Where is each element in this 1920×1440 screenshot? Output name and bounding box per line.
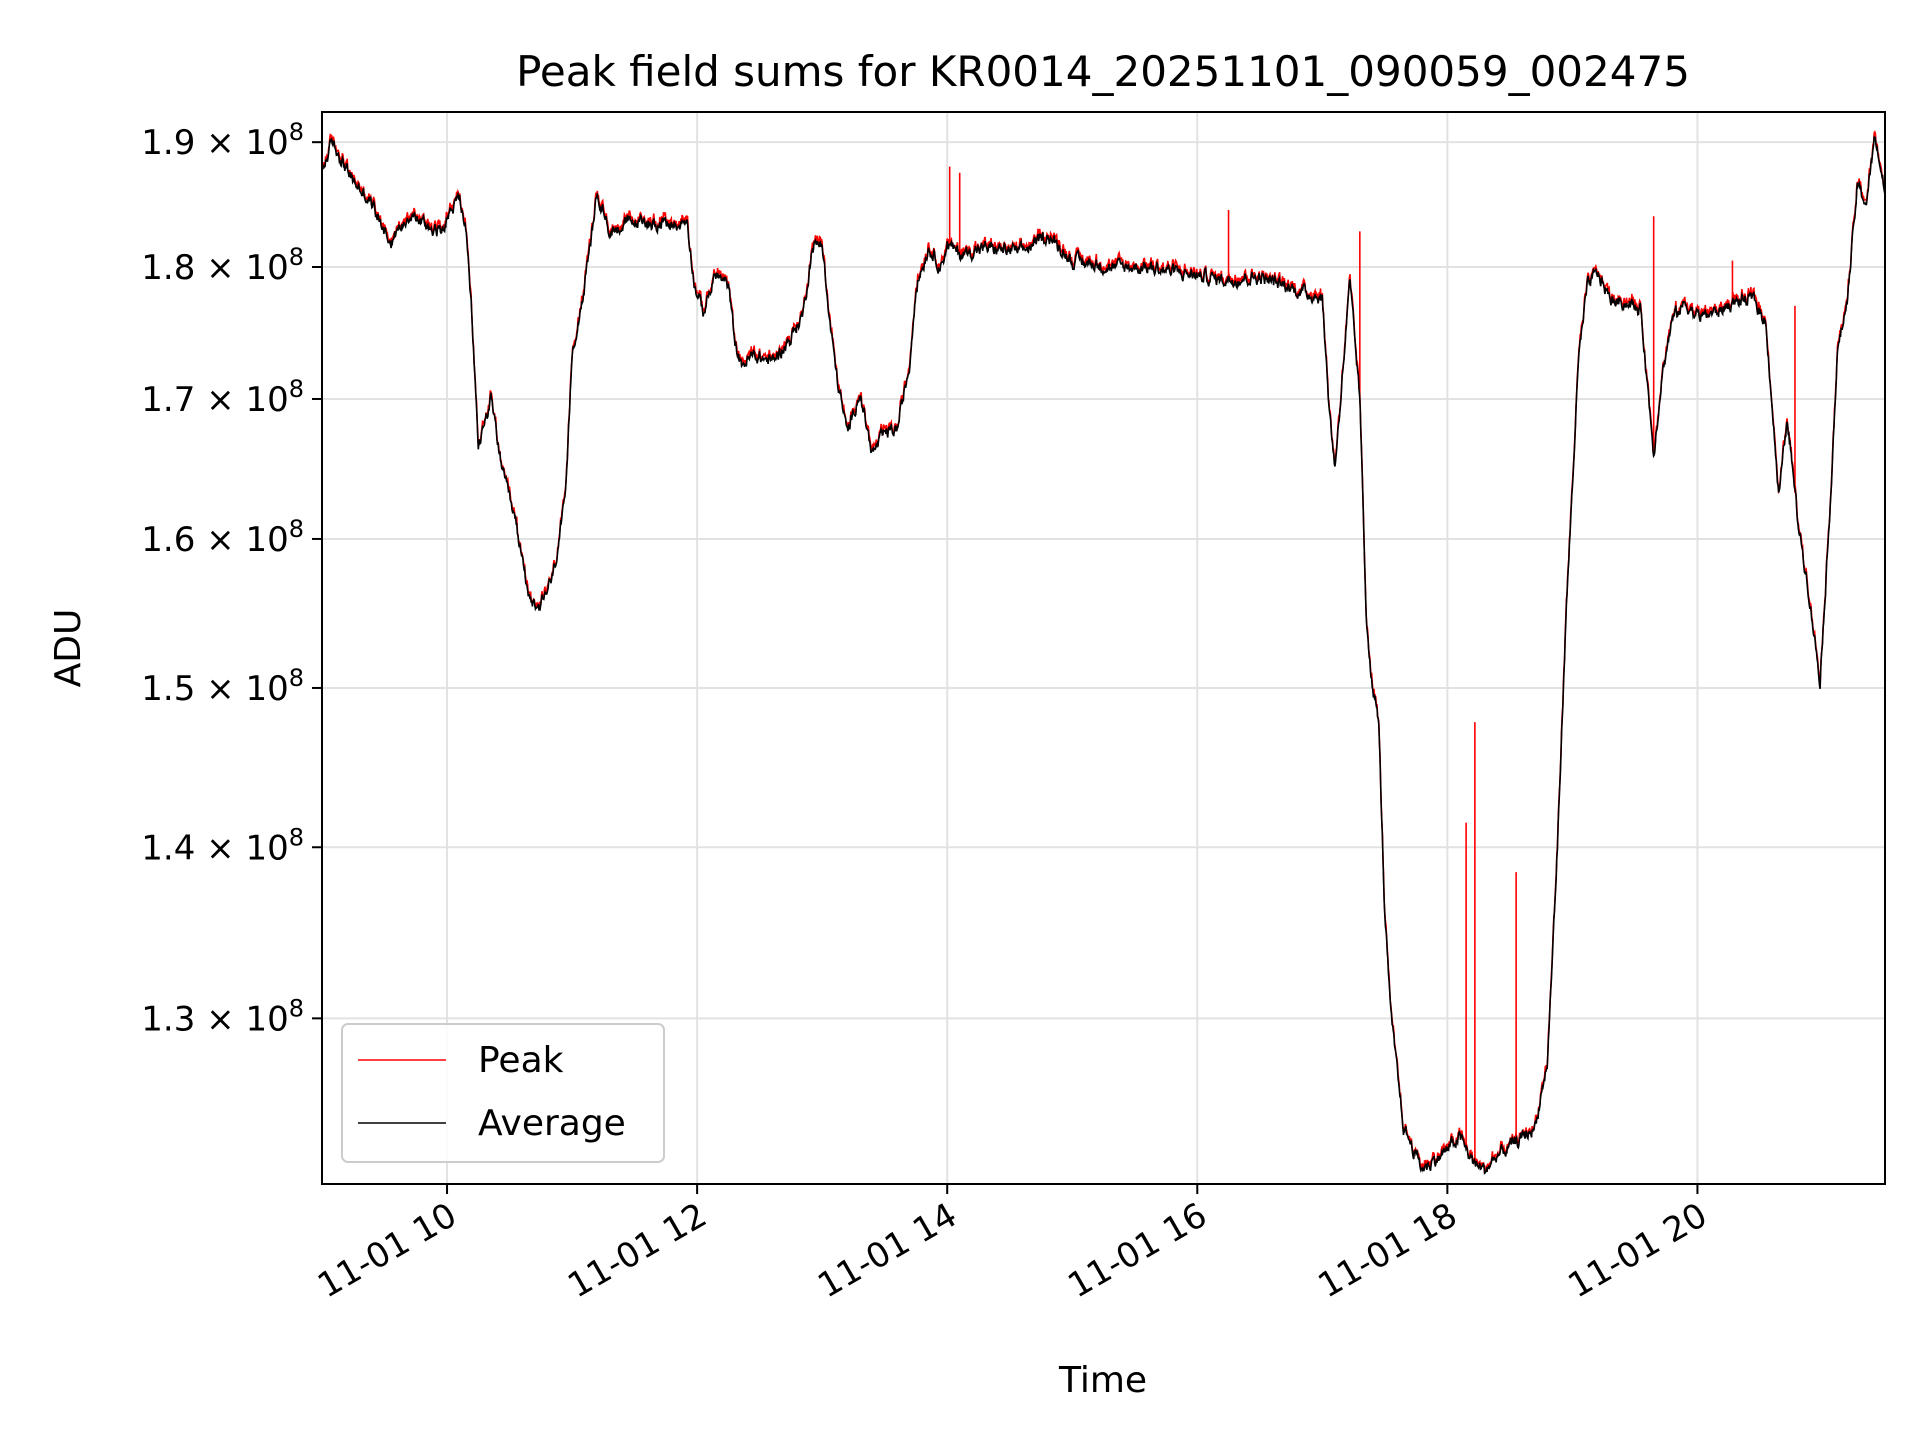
y-tick-label-3: 1.6 × 108 xyxy=(141,515,304,560)
legend-box xyxy=(341,1023,665,1163)
y-axis-label: ADU xyxy=(48,609,89,688)
plot-frame xyxy=(321,111,1886,1185)
average-series-line xyxy=(321,135,1886,1175)
y-tick-label-0: 1.3 × 108 xyxy=(141,994,304,1039)
y-tick-label-6: 1.9 × 108 xyxy=(141,118,304,163)
x-axis-label: Time xyxy=(1058,1360,1147,1401)
y-tick-label-2: 1.5 × 108 xyxy=(141,664,304,709)
chart-title: Peak field sums for KR0014_20251101_0900… xyxy=(516,47,1690,96)
y-tick-label-1: 1.4 × 108 xyxy=(141,823,304,868)
series-layer xyxy=(321,130,1886,1175)
grid-lines xyxy=(322,112,1885,1184)
legend: Peak Average xyxy=(341,1023,665,1163)
legend-peak-label: Peak xyxy=(478,1040,564,1081)
y-tick-label-5: 1.8 × 108 xyxy=(141,243,304,288)
legend-average-label: Average xyxy=(478,1103,626,1144)
y-tick-label-4: 1.7 × 108 xyxy=(141,375,304,420)
